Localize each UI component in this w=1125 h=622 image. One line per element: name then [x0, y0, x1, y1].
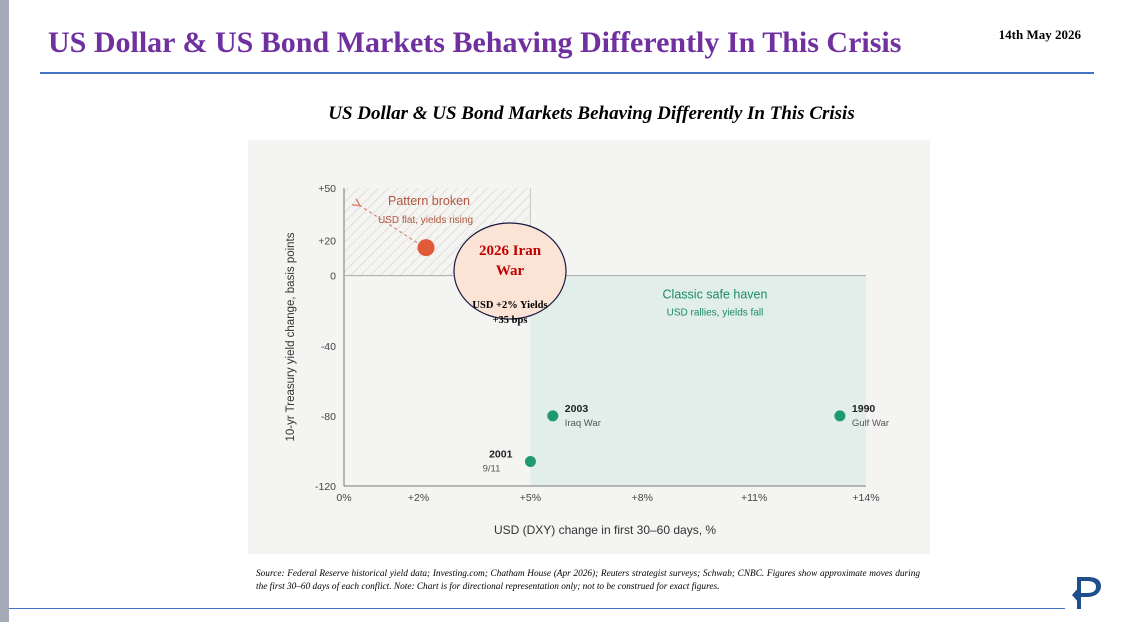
- left-accent-bar: [0, 0, 9, 622]
- chart-panel: Pattern broken USD flat, yields rising Cla…: [248, 140, 930, 554]
- region-description: USD flat, yields rising: [378, 215, 473, 226]
- source-note: Source: Federal Reserve historical yield…: [256, 569, 920, 592]
- footer-divider: [9, 608, 1065, 609]
- region-description: USD rallies, yields fall: [667, 308, 764, 319]
- y-tick-label: -120: [315, 481, 336, 493]
- data-point: [547, 410, 559, 422]
- region-label: Pattern broken: [388, 194, 470, 208]
- point-sublabel: Gulf War: [852, 418, 889, 429]
- point-label: 2003: [565, 403, 589, 415]
- y-tick-label: 0: [330, 271, 336, 283]
- point-label: 2001: [489, 448, 513, 460]
- x-tick-label: +8%: [632, 492, 653, 504]
- y-tick-label: +50: [318, 183, 336, 195]
- page-title: US Dollar & US Bond Markets Behaving Dif…: [48, 26, 902, 59]
- title-divider: [40, 72, 1094, 74]
- x-tick-label: +2%: [408, 492, 429, 504]
- point-sublabel: Iraq War: [565, 418, 601, 429]
- y-tick-label: -80: [321, 411, 336, 423]
- x-tick-label: +14%: [852, 492, 879, 504]
- company-logo: [1072, 577, 1101, 609]
- point-sublabel: 9/11: [483, 463, 501, 474]
- chart-title: US Dollar & US Bond Markets Behaving Dif…: [328, 103, 855, 124]
- callout-detail-line1: USD +2% Yields: [472, 300, 547, 311]
- x-axis-title: USD (DXY) change in first 30–60 days, %: [494, 523, 716, 537]
- region-label: Classic safe haven: [663, 288, 768, 302]
- callout-ellipse: [453, 222, 567, 320]
- x-tick-label: 0%: [336, 492, 351, 504]
- callout-detail-line2: +35 bps: [493, 315, 528, 326]
- region-classic-safe-haven: [530, 275, 866, 486]
- y-axis-title: 10-yr Treasury yield change, basis point…: [285, 232, 297, 441]
- x-tick-label: +11%: [741, 492, 767, 504]
- scatter-chart: Pattern broken USD flat, yields rising Cla…: [285, 183, 889, 537]
- data-point: [524, 455, 536, 467]
- x-tick-label: +5%: [520, 492, 541, 504]
- y-tick-label: -40: [321, 341, 336, 353]
- point-label: 1990: [852, 403, 876, 415]
- page-date: 14th May 2026: [998, 27, 1081, 42]
- data-point: [417, 239, 435, 257]
- callout-title: 2026 Iran War: [479, 243, 542, 279]
- data-point: [834, 410, 846, 422]
- y-tick-label: +20: [318, 236, 336, 248]
